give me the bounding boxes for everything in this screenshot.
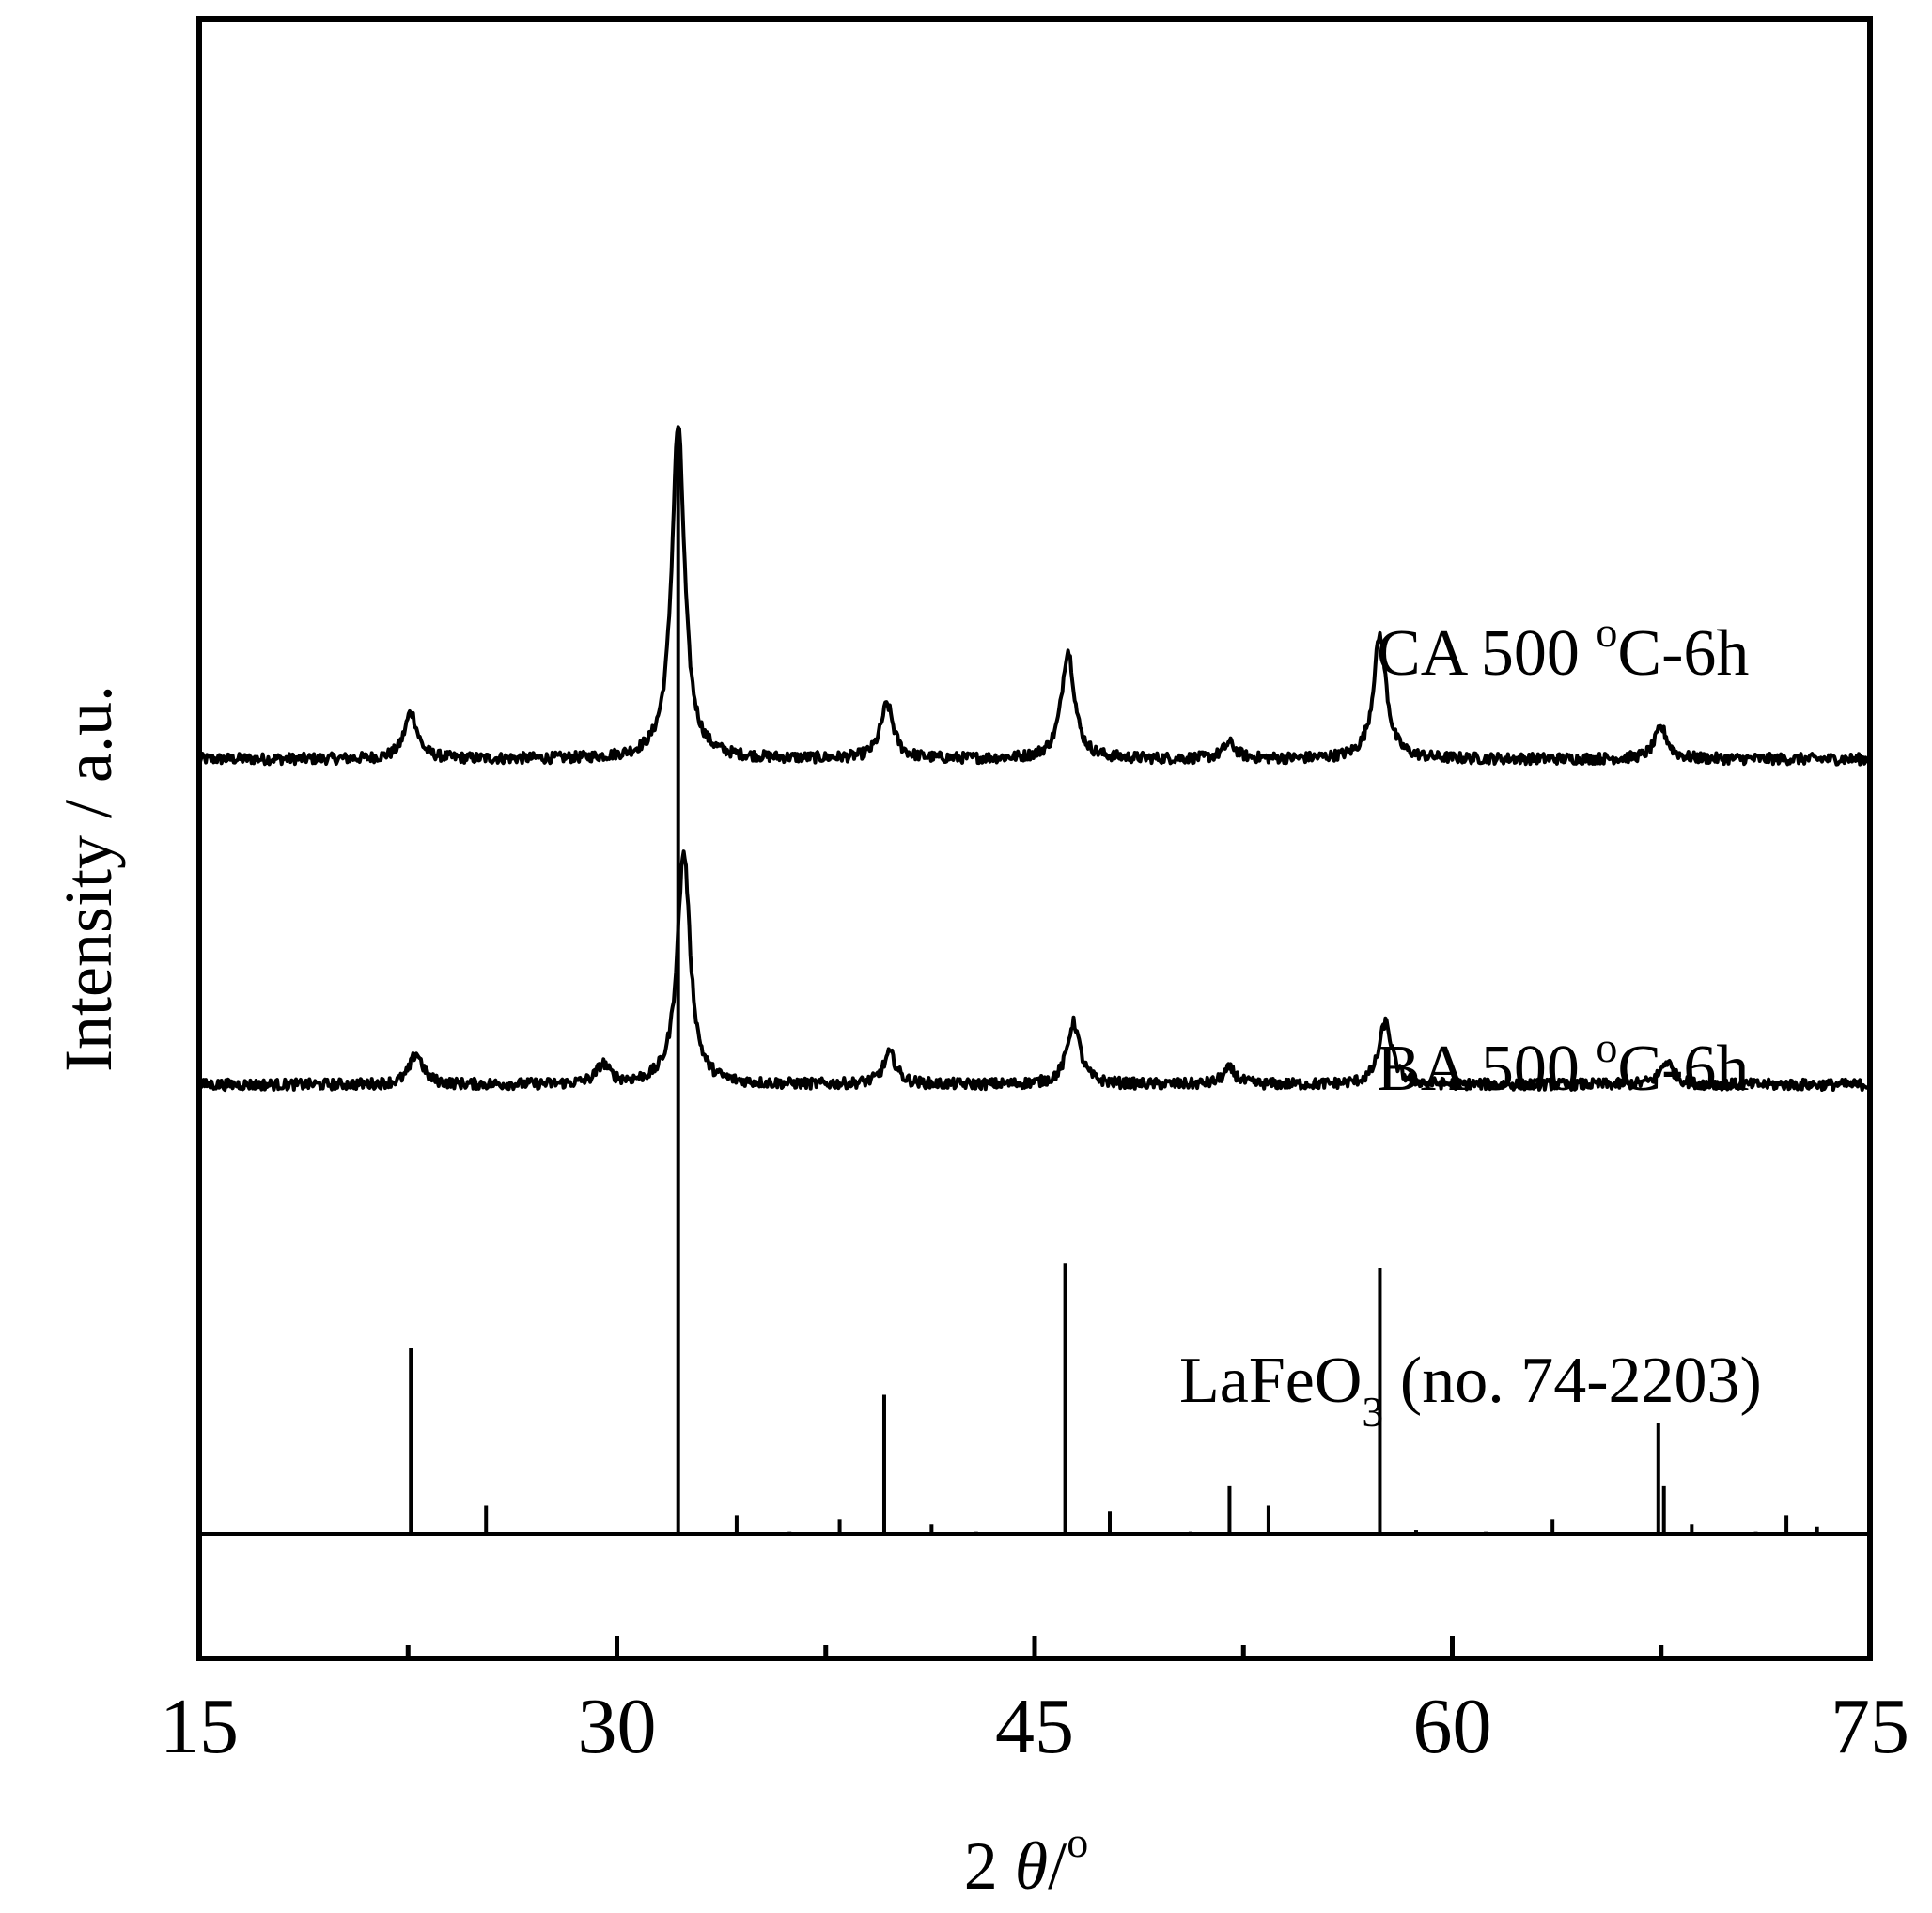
series-line-ca — [197, 425, 1870, 767]
x-axis-ticks — [196, 1636, 1873, 1658]
x-tick-label: 60 — [1413, 1683, 1492, 1770]
x-tick-label: 30 — [578, 1683, 657, 1770]
series-label-ba: BA 500 oC-6h — [1377, 1023, 1749, 1105]
series-label-ca: CA 500 oC-6h — [1377, 608, 1749, 690]
x-tick-label: 15 — [160, 1683, 239, 1770]
series-lines — [197, 425, 1870, 1093]
x-tick-label: 45 — [995, 1683, 1074, 1770]
x-axis-tick-labels: 15 30 45 60 75 — [160, 1683, 1909, 1770]
reference-sticks — [409, 433, 1819, 1534]
x-tick-label: 75 — [1831, 1683, 1909, 1770]
series-line-ba — [197, 849, 1870, 1093]
reference-label: LaFeO3 (no. 74-2203) — [1179, 1345, 1762, 1436]
x-axis-title: 2 θ/o — [964, 1818, 1088, 1904]
y-axis-title: Intensity / a.u. — [51, 685, 126, 1072]
